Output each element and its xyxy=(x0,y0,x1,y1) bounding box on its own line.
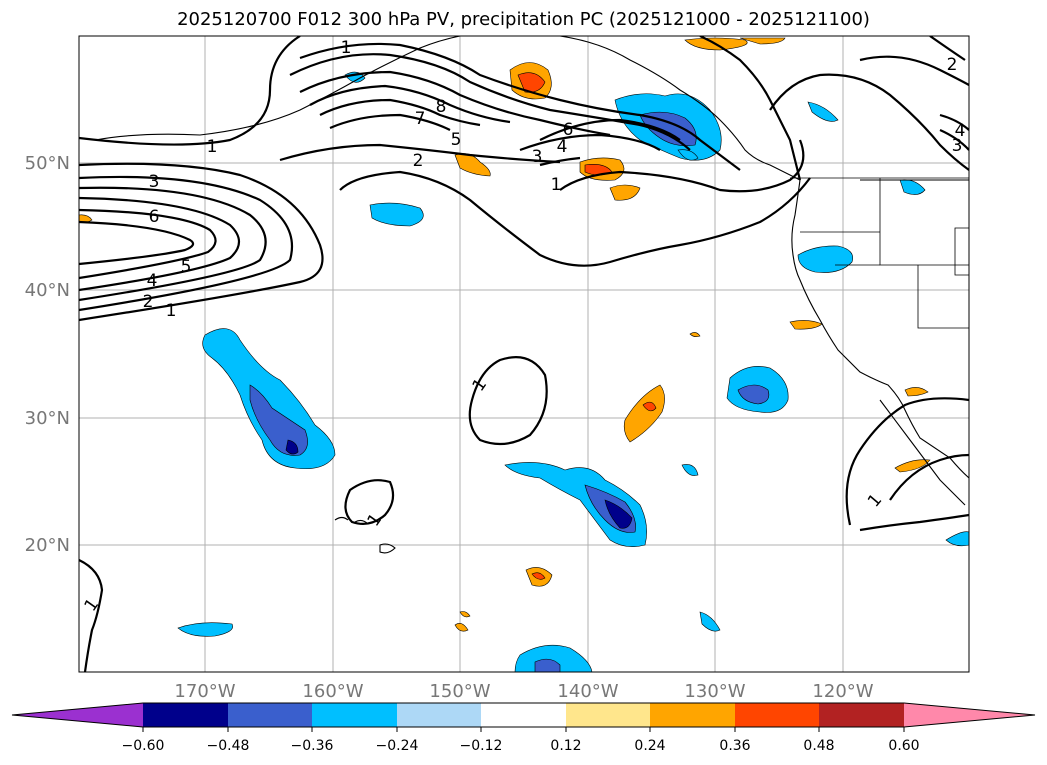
contour-label: 7 xyxy=(415,109,426,129)
colorbar-extend-max xyxy=(904,703,1035,727)
lon-label: 170°W xyxy=(174,681,235,702)
contour-label: 3 xyxy=(532,147,543,167)
contour-label: 1 xyxy=(341,38,352,58)
colorbar-segment xyxy=(481,703,566,727)
contour-label: 5 xyxy=(451,130,462,150)
colorbar-extend-min xyxy=(12,703,143,727)
map-title: 2025120700 F012 300 hPa PV, precipitatio… xyxy=(177,9,870,30)
colorbar-segment xyxy=(312,703,397,727)
precip-positive-areas xyxy=(79,37,931,632)
contour-label: 4 xyxy=(557,137,568,157)
contour-label: 2 xyxy=(947,55,958,75)
longitude-labels: 170°W 160°W 150°W 140°W 130°W 120°W xyxy=(174,681,873,702)
plot-frame xyxy=(78,35,970,673)
contour-label: 2 xyxy=(413,151,424,171)
contour-label: 3 xyxy=(952,136,963,156)
contour-label: 5 xyxy=(181,257,192,277)
colorbar-tick-label: −0.36 xyxy=(291,738,334,754)
colorbar-ticks xyxy=(142,727,905,732)
colorbar-segment xyxy=(228,703,312,727)
colorbar: −0.60 −0.48 −0.36 −0.24 −0.12 0.12 0.24 … xyxy=(11,702,1036,754)
colorbar-tick-label: 0.12 xyxy=(550,738,581,754)
political-borders xyxy=(790,177,969,329)
lat-label: 50°N xyxy=(25,153,70,174)
lon-label: 130°W xyxy=(684,681,745,702)
lon-label: 140°W xyxy=(557,681,618,702)
colorbar-tick-label: 0.48 xyxy=(803,738,834,754)
contour-label: 1 xyxy=(551,175,562,195)
contour-label: 6 xyxy=(563,120,574,140)
gridlines xyxy=(79,36,969,672)
contour-label: 4 xyxy=(147,271,158,291)
colorbar-tick-label: 0.60 xyxy=(888,738,919,754)
colorbar-tick-label: 0.24 xyxy=(634,738,665,754)
lat-label: 20°N xyxy=(25,535,70,556)
colorbar-tick-label: −0.24 xyxy=(376,738,419,754)
colorbar-tick-label: −0.60 xyxy=(122,738,165,754)
colorbar-tick-label: 0.36 xyxy=(719,738,750,754)
contour-label: 1 xyxy=(166,301,177,321)
latitude-labels: 50°N 40°N 30°N 20°N xyxy=(25,153,70,556)
precip-negative-areas xyxy=(177,71,969,672)
colorbar-segment xyxy=(650,703,735,727)
lon-label: 120°W xyxy=(812,681,873,702)
colorbar-segment xyxy=(566,703,650,727)
colorbar-segment xyxy=(397,703,481,727)
plot-area: 1 3 6 5 4 2 1 1 8 7 5 2 3 6 4 1 1 1 1 1 … xyxy=(79,36,969,672)
lat-label: 30°N xyxy=(25,408,70,429)
colorbar-segment xyxy=(819,703,904,727)
colorbar-tick-label: −0.48 xyxy=(207,738,250,754)
colorbar-segment xyxy=(143,703,228,727)
pv-contours xyxy=(79,36,969,672)
colorbar-segment xyxy=(735,703,819,727)
colorbar-tick-label: −0.12 xyxy=(460,738,503,754)
lat-label: 40°N xyxy=(25,280,70,301)
lon-label: 160°W xyxy=(302,681,363,702)
contour-label: 2 xyxy=(143,292,154,312)
contour-label: 8 xyxy=(436,97,447,117)
lon-label: 150°W xyxy=(429,681,490,702)
contour-label: 6 xyxy=(149,207,160,227)
pv-contour-labels: 1 3 6 5 4 2 1 1 8 7 5 2 3 6 4 1 1 1 1 1 … xyxy=(81,38,966,615)
contour-label: 3 xyxy=(149,172,160,192)
contour-label: 4 xyxy=(955,121,966,141)
contour-label: 1 xyxy=(207,137,218,157)
